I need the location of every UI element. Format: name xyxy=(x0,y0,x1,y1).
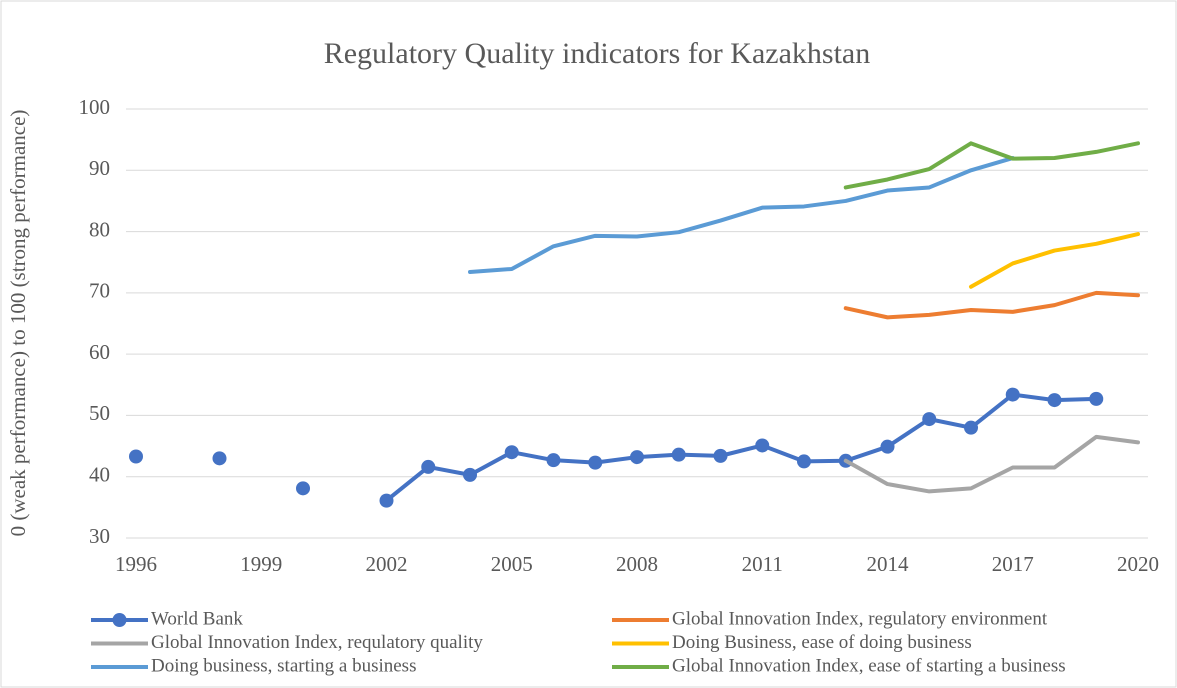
data-point xyxy=(1005,387,1020,402)
y-tick-label: 30 xyxy=(89,524,110,548)
series-line xyxy=(843,141,1140,190)
data-point xyxy=(546,453,561,468)
x-tick-label: 2014 xyxy=(867,552,910,576)
series-line xyxy=(468,156,1015,275)
data-point xyxy=(296,481,310,496)
data-point xyxy=(504,445,519,460)
x-tick-label: 2011 xyxy=(742,552,783,576)
data-point xyxy=(880,439,895,454)
data-point xyxy=(755,438,770,453)
data-point xyxy=(129,449,143,464)
data-point xyxy=(964,420,978,435)
y-tick-label: 50 xyxy=(89,401,110,425)
x-tick-label: 2008 xyxy=(616,552,658,576)
x-tick-label: 2002 xyxy=(366,552,408,576)
x-tick-label: 2020 xyxy=(1117,552,1159,576)
data-point xyxy=(463,467,477,482)
legend-label: Doing business, starting a business xyxy=(151,655,416,676)
series-line xyxy=(843,434,1140,494)
x-tick-label: 1996 xyxy=(115,552,157,576)
legend-label: Global Innovation Index, regulatory envi… xyxy=(672,608,1048,629)
data-point xyxy=(212,451,227,466)
data-point xyxy=(630,450,644,465)
y-axis-title: 0 (weak performance) to 100 (strong perf… xyxy=(6,110,30,537)
legend-marker xyxy=(112,613,127,627)
x-tick-label: 1999 xyxy=(240,552,282,576)
data-point xyxy=(588,455,603,470)
y-tick-label: 60 xyxy=(89,340,110,364)
series-line xyxy=(969,232,1140,289)
y-tick-label: 40 xyxy=(89,463,110,487)
y-tick-label: 100 xyxy=(79,95,111,119)
y-tick-label: 70 xyxy=(89,279,110,303)
data-point xyxy=(671,447,686,462)
data-point xyxy=(379,493,394,508)
y-tick-label: 90 xyxy=(89,156,110,180)
y-tick-label: 80 xyxy=(89,217,110,241)
x-tick-label: 2017 xyxy=(992,552,1034,576)
legend-label: Global Innovation Index, requlatory qual… xyxy=(151,632,483,653)
data-point xyxy=(1047,393,1062,408)
series-line xyxy=(843,290,1140,320)
data-point xyxy=(421,459,436,474)
x-tick-label: 2005 xyxy=(491,552,533,576)
series-line xyxy=(384,392,1099,503)
data-point xyxy=(797,454,811,469)
chart-title: Regulatory Quality indicators for Kazakh… xyxy=(324,37,871,70)
legend-label: World Bank xyxy=(151,608,243,629)
data-point xyxy=(1089,391,1104,406)
legend-label: Global Innovation Index, ease of startin… xyxy=(672,655,1066,676)
data-point xyxy=(713,448,728,463)
data-point xyxy=(922,412,937,427)
legend-label: Doing Business, ease of doing business xyxy=(672,632,972,653)
